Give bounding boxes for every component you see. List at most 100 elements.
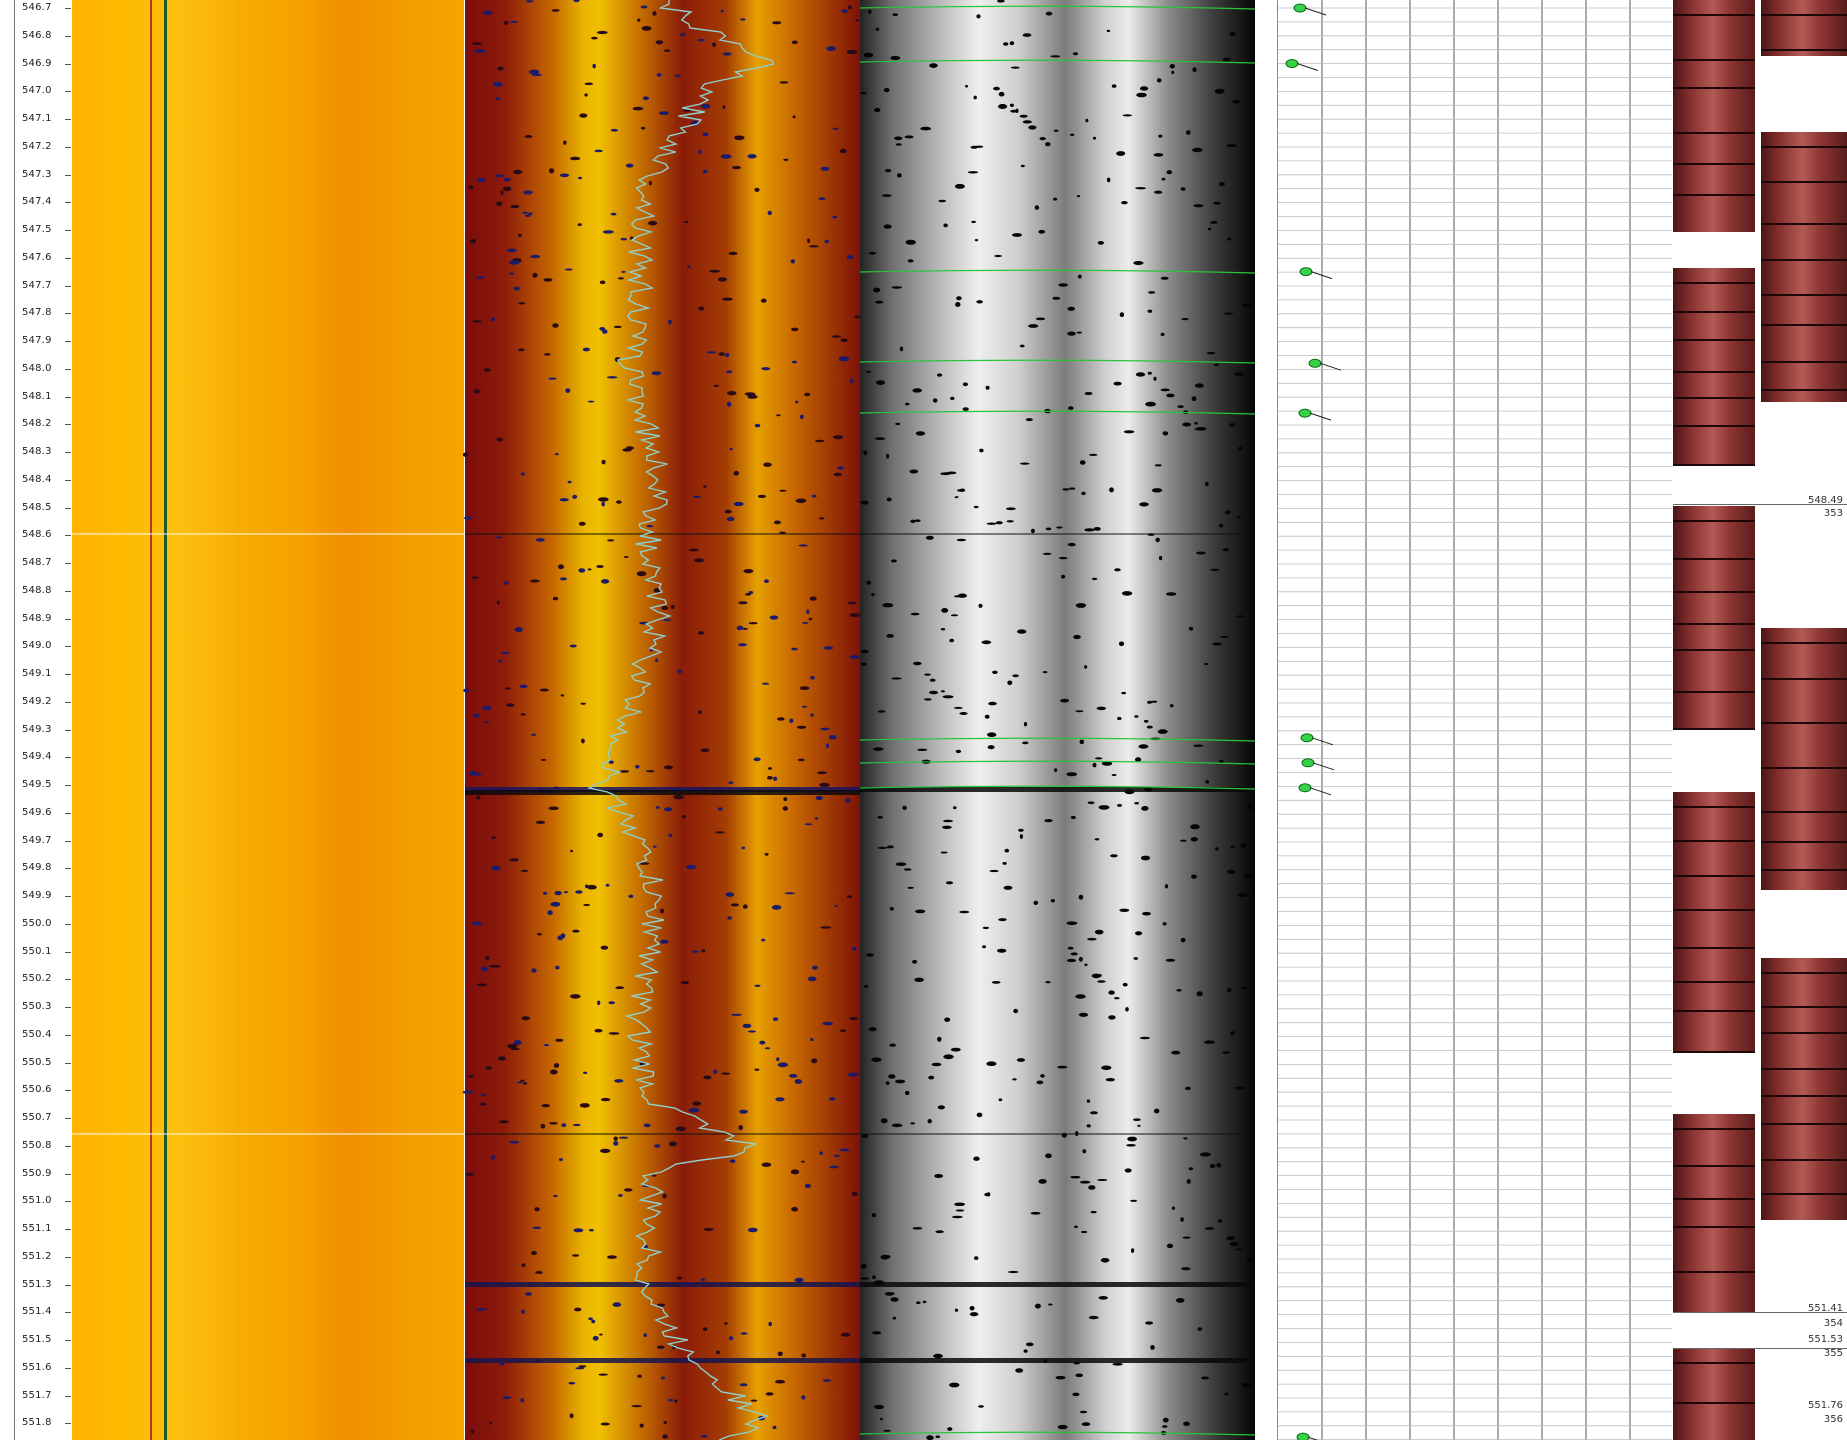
depth-tick <box>65 424 71 426</box>
depth-label: 547.6 <box>22 251 52 263</box>
core-fracture <box>1761 767 1847 769</box>
depth-tick <box>65 563 71 564</box>
core-box-separator <box>1673 504 1847 505</box>
depth-label: 550.7 <box>22 1112 52 1123</box>
depth-label: 546.8 <box>22 29 52 41</box>
core-fracture <box>1673 371 1755 373</box>
core-fracture <box>1673 1402 1755 1404</box>
depth-tick <box>65 646 71 648</box>
caliper-track <box>72 0 464 1440</box>
core-fracture <box>1673 1165 1755 1167</box>
core-fracture <box>1673 875 1755 877</box>
core-fracture <box>1761 49 1847 51</box>
travel-time-image-track <box>860 0 1255 1440</box>
core-fracture <box>1761 324 1847 326</box>
depth-label: 549.1 <box>22 668 52 679</box>
core-depth-label: 548.49 <box>1808 495 1843 506</box>
core-fracture <box>1761 223 1847 225</box>
core-fracture <box>1673 947 1755 949</box>
depth-label: 550.8 <box>22 1139 52 1151</box>
depth-label: 550.1 <box>22 945 52 957</box>
depth-tick <box>65 701 71 703</box>
core-fracture <box>1673 558 1755 560</box>
core-fracture <box>1761 14 1847 16</box>
core-depth-label: 551.76 <box>1808 1400 1843 1411</box>
core-photo-segment <box>1673 792 1755 1053</box>
depth-label: 549.0 <box>22 640 52 652</box>
core-fracture <box>1673 425 1755 427</box>
core-fracture <box>1673 194 1755 196</box>
depth-label: 546.9 <box>22 57 52 69</box>
depth-tick <box>65 951 71 953</box>
depth-label: 549.7 <box>22 834 52 846</box>
depth-tick <box>65 840 71 842</box>
depth-tick <box>65 285 71 287</box>
core-fracture <box>1761 389 1847 391</box>
core-fracture <box>1761 642 1847 644</box>
core-fracture <box>1761 678 1847 680</box>
core-fracture <box>1761 294 1847 296</box>
depth-tick <box>65 146 71 148</box>
depth-tick <box>65 202 71 204</box>
depth-label: 548.1 <box>22 390 52 402</box>
depth-tick <box>65 729 71 731</box>
core-fracture <box>1761 1159 1847 1161</box>
depth-label: 548.4 <box>22 473 52 485</box>
depth-label: 547.4 <box>22 196 52 208</box>
core-photo-segment <box>1761 132 1847 402</box>
core-fracture <box>1761 1193 1847 1195</box>
core-fracture <box>1673 840 1755 842</box>
core-fracture <box>1673 728 1755 730</box>
depth-tick <box>65 1284 71 1286</box>
depth-label: 548.6 <box>22 529 52 541</box>
depth-tick <box>65 812 71 814</box>
depth-tick <box>65 1340 71 1341</box>
core-fracture <box>1673 1271 1755 1273</box>
core-photo-segment <box>1673 0 1755 232</box>
core-fracture <box>1673 464 1755 466</box>
depth-tick <box>65 1229 71 1230</box>
core-fracture <box>1761 972 1847 974</box>
depth-tick <box>65 1062 71 1064</box>
depth-label: 547.0 <box>22 85 52 97</box>
depth-label: 551.4 <box>22 1306 52 1318</box>
core-fracture <box>1673 311 1755 313</box>
core-fracture <box>1761 1095 1847 1097</box>
caliper-curve-green <box>164 0 167 1440</box>
depth-label: 549.2 <box>22 695 52 707</box>
core-fracture <box>1673 282 1755 284</box>
core-depth-label: 551.53 <box>1808 1334 1843 1345</box>
depth-label: 547.1 <box>22 113 52 124</box>
core-fracture <box>1673 397 1755 399</box>
core-fracture <box>1761 1032 1847 1034</box>
depth-label: 550.5 <box>22 1056 52 1068</box>
depth-label: 550.4 <box>22 1028 52 1040</box>
depth-tick <box>65 507 71 509</box>
depth-label: 551.1 <box>22 1223 52 1234</box>
depth-tick <box>65 1423 71 1425</box>
depth-tick <box>65 479 71 481</box>
depth-tick <box>65 174 71 176</box>
depth-label: 547.3 <box>22 168 52 180</box>
depth-label: 550.6 <box>22 1084 52 1096</box>
core-depth-label: 354 <box>1823 1318 1843 1329</box>
depth-label: 547.7 <box>22 279 52 291</box>
depth-label: 549.8 <box>22 862 52 874</box>
core-fracture <box>1761 146 1847 148</box>
core-photo-segment <box>1673 506 1755 730</box>
depth-label: 550.3 <box>22 1001 52 1012</box>
depth-label: 547.8 <box>22 307 52 319</box>
depth-label: 551.5 <box>22 1334 52 1345</box>
core-fracture <box>1673 1010 1755 1012</box>
core-fracture <box>1761 869 1847 871</box>
depth-label: 551.8 <box>22 1417 52 1429</box>
depth-label: 549.9 <box>22 890 52 901</box>
depth-tick <box>65 1173 71 1175</box>
depth-label: 550.2 <box>22 973 52 985</box>
core-fracture <box>1673 339 1755 341</box>
core-fracture <box>1761 259 1847 261</box>
core-photo-segment <box>1761 0 1847 56</box>
core-photo-segment <box>1761 958 1847 1220</box>
depth-track: 546.7 546.8 546.9 547.0 547.1 547.2 547.3 547.4… <box>14 0 74 1440</box>
